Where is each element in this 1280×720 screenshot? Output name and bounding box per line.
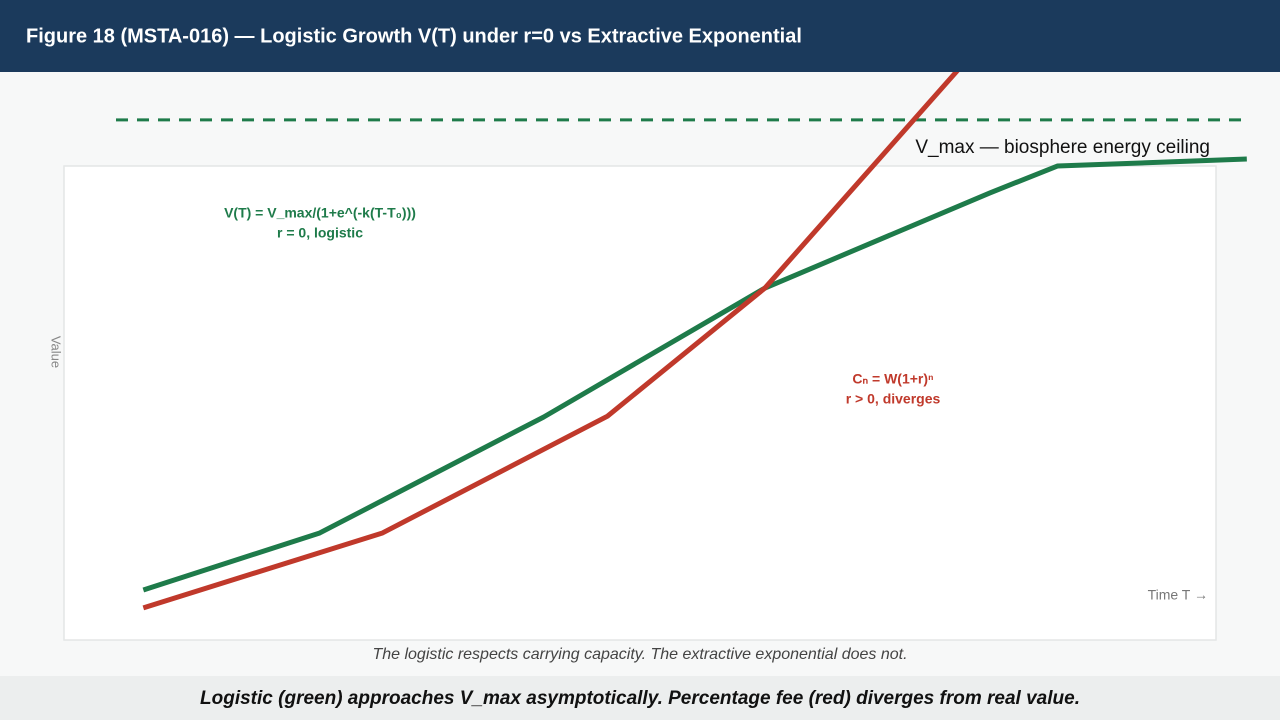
annotation: V(T) = V_max/(1+e^(-k(T-T₀)))	[224, 205, 416, 221]
reference-label: V_max — biosphere energy ceiling	[915, 137, 1210, 158]
chart-title: Figure 18 (MSTA-016) — Logistic Growth V…	[26, 25, 802, 47]
annotation: Cₙ = W(1+r)ⁿ	[852, 371, 933, 387]
footer: Logistic (green) approaches V_max asympt…	[200, 688, 1080, 709]
plot-area	[63, 165, 1217, 641]
x-axis-label: Time T →	[1148, 587, 1208, 603]
y-axis-label: Value	[49, 336, 64, 368]
header-bar	[0, 0, 1280, 72]
footer-bar	[0, 676, 1280, 720]
series-line	[142, 68, 960, 611]
caption: The logistic respects carrying capacity.…	[372, 646, 907, 663]
annotation: r = 0, logistic	[277, 225, 363, 241]
annotation: r > 0, diverges	[846, 391, 941, 407]
